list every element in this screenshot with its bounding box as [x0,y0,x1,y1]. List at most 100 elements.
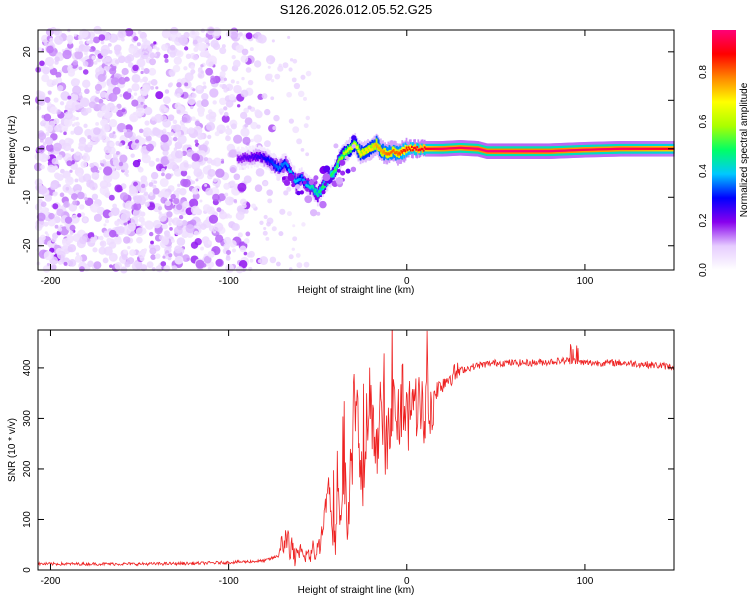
spectrogram-noise-cell [282,62,289,69]
spectrogram-noise-cell [69,230,74,235]
spectrogram-ridge-cell [288,164,290,172]
spectrogram-ridge-cell [439,147,442,150]
spectrogram-noise-cell [34,178,43,187]
spectrogram-noise-cell [200,223,207,230]
spectrogram-noise-cell [192,54,199,61]
spectrogram-noise-cell [45,28,54,37]
spectrogram-noise-cell [109,141,115,148]
spectrogram-ridge-cell [246,155,249,159]
spectrogram-noise-cell [213,230,217,234]
spectrogram-noise-cell [250,121,258,130]
spectrogram-noise-cell [135,107,145,117]
spectrogram-noise-cell [192,192,200,200]
spectrogram-noise-cell [206,164,212,170]
spectrogram-ridge-cell [280,162,283,166]
spectrogram-x-tick-label: -100 [219,276,239,287]
spectrogram-noise-cell [270,79,275,83]
spectrogram-ridge-cell [631,147,633,150]
spectrogram-ridge-cell [449,147,452,150]
spectrogram-noise-cell [64,110,74,120]
spectrogram-noise-cell [53,97,59,103]
spectrogram-ridge-cell [500,150,503,153]
spectrogram-noise-cell [54,35,64,45]
spectrogram-ridge-cell [331,171,334,175]
spectrogram-ridge-cell [301,178,304,182]
spectrogram-noise-cell [52,203,59,210]
spectrogram-noise-cell [164,200,171,207]
spectrogram-noise-cell [140,264,148,272]
spectrogram-noise-cell [114,236,122,245]
spectrogram-ridge-cell [422,144,425,150]
spectrogram-noise-cell [283,190,289,196]
spectrogram-ridge-cell [287,173,295,182]
spectrogram-ridge-cell [268,159,271,167]
spectrogram-x-tick-label: 100 [577,276,594,287]
spectrogram-ridge-cell [465,147,468,150]
spectrogram-ridge-cell [391,149,394,153]
spectrogram-noise-cell [303,123,309,129]
spectrogram-noise-cell [63,201,70,208]
spectrogram-noise-cell [43,250,53,261]
spectrogram-ridge-cell [529,150,532,153]
spectrogram-noise-cell [194,139,199,144]
spectrogram-noise-cell [43,113,52,122]
spectrogram-ridge-cell [263,157,266,160]
spectrogram-ridge-cell [407,146,410,152]
spectrogram-ridge-cell [524,150,527,153]
spectrogram-ridge-cell [462,146,465,150]
spectrogram-ridge-cell [468,147,471,150]
spectrogram-noise-cell [112,203,117,209]
spectrogram-noise-cell [142,76,149,83]
spectrogram-ridge-cell [639,147,642,150]
spectrogram-noise-cell [190,105,194,110]
spectrogram-noise-cell [224,192,229,197]
spectrogram-ridge-cell [448,147,451,150]
spectrogram-noise-cell [140,42,148,50]
spectrogram-ridge-cell [619,147,622,150]
spectrogram-ridge-cell [515,150,518,153]
spectrogram-noise-cell [162,118,172,128]
spectrogram-ridge-cell [572,149,575,152]
spectrogram-ridge-cell [407,146,410,149]
snr-y-tick-label: 100 [22,511,33,528]
spectrogram-ridge-cell [258,155,260,159]
spectrogram-noise-cell [263,140,271,148]
spectrogram-noise-cell [300,148,305,152]
spectrogram-y-tick-label: -20 [22,238,33,253]
spectrogram-noise-cell [58,261,62,265]
spectrogram-ridge-cell [344,155,349,160]
spectrogram-ridge-cell [406,148,409,152]
spectrogram-ridge-cell [304,195,313,204]
spectrogram-noise-cell [223,111,229,117]
spectrogram-noise-cell [235,211,245,221]
spectrogram-ridge-cell [665,147,668,150]
spectrogram-ridge-cell [506,150,508,153]
snr-x-label: Height of straight line (km) [298,585,415,596]
spectrogram-noise-cell [73,125,83,136]
spectrogram-noise-cell [141,67,145,71]
spectrogram-noise-cell [120,212,130,222]
spectrogram-noise-cell [39,145,45,151]
spectrogram-noise-cell [150,78,158,86]
spectrogram-noise-cell [292,126,300,134]
spectrogram-noise-cell [136,58,146,68]
spectrogram-ridge-cell [242,153,244,160]
spectrogram-noise-cell [121,254,128,260]
spectrogram-y-tick-label: 0 [22,146,33,152]
spectrogram-noise-cell [128,45,138,55]
colorbar-tick-label: 0.8 [698,65,709,79]
spectrogram-y-label: Frequency (Hz) [7,116,18,185]
spectrogram-ridge-cell [404,149,407,153]
spectrogram-ridge-cell [329,174,332,178]
spectrogram-ridge-cell [260,155,263,163]
spectrogram-ridge-cell [310,184,313,188]
spectrogram-noise-cell [108,49,113,54]
spectrogram-noise-cell [74,178,79,183]
spectrogram-ridge-cell [332,170,335,178]
spectrogram-noise-cell [212,157,222,167]
spectrogram-noise-cell [228,214,233,219]
spectrogram-noise-cell [57,85,64,92]
spectrogram-noise-cell [102,30,107,35]
spectrogram-noise-cell [297,90,305,98]
spectrogram-noise-cell [147,46,153,52]
